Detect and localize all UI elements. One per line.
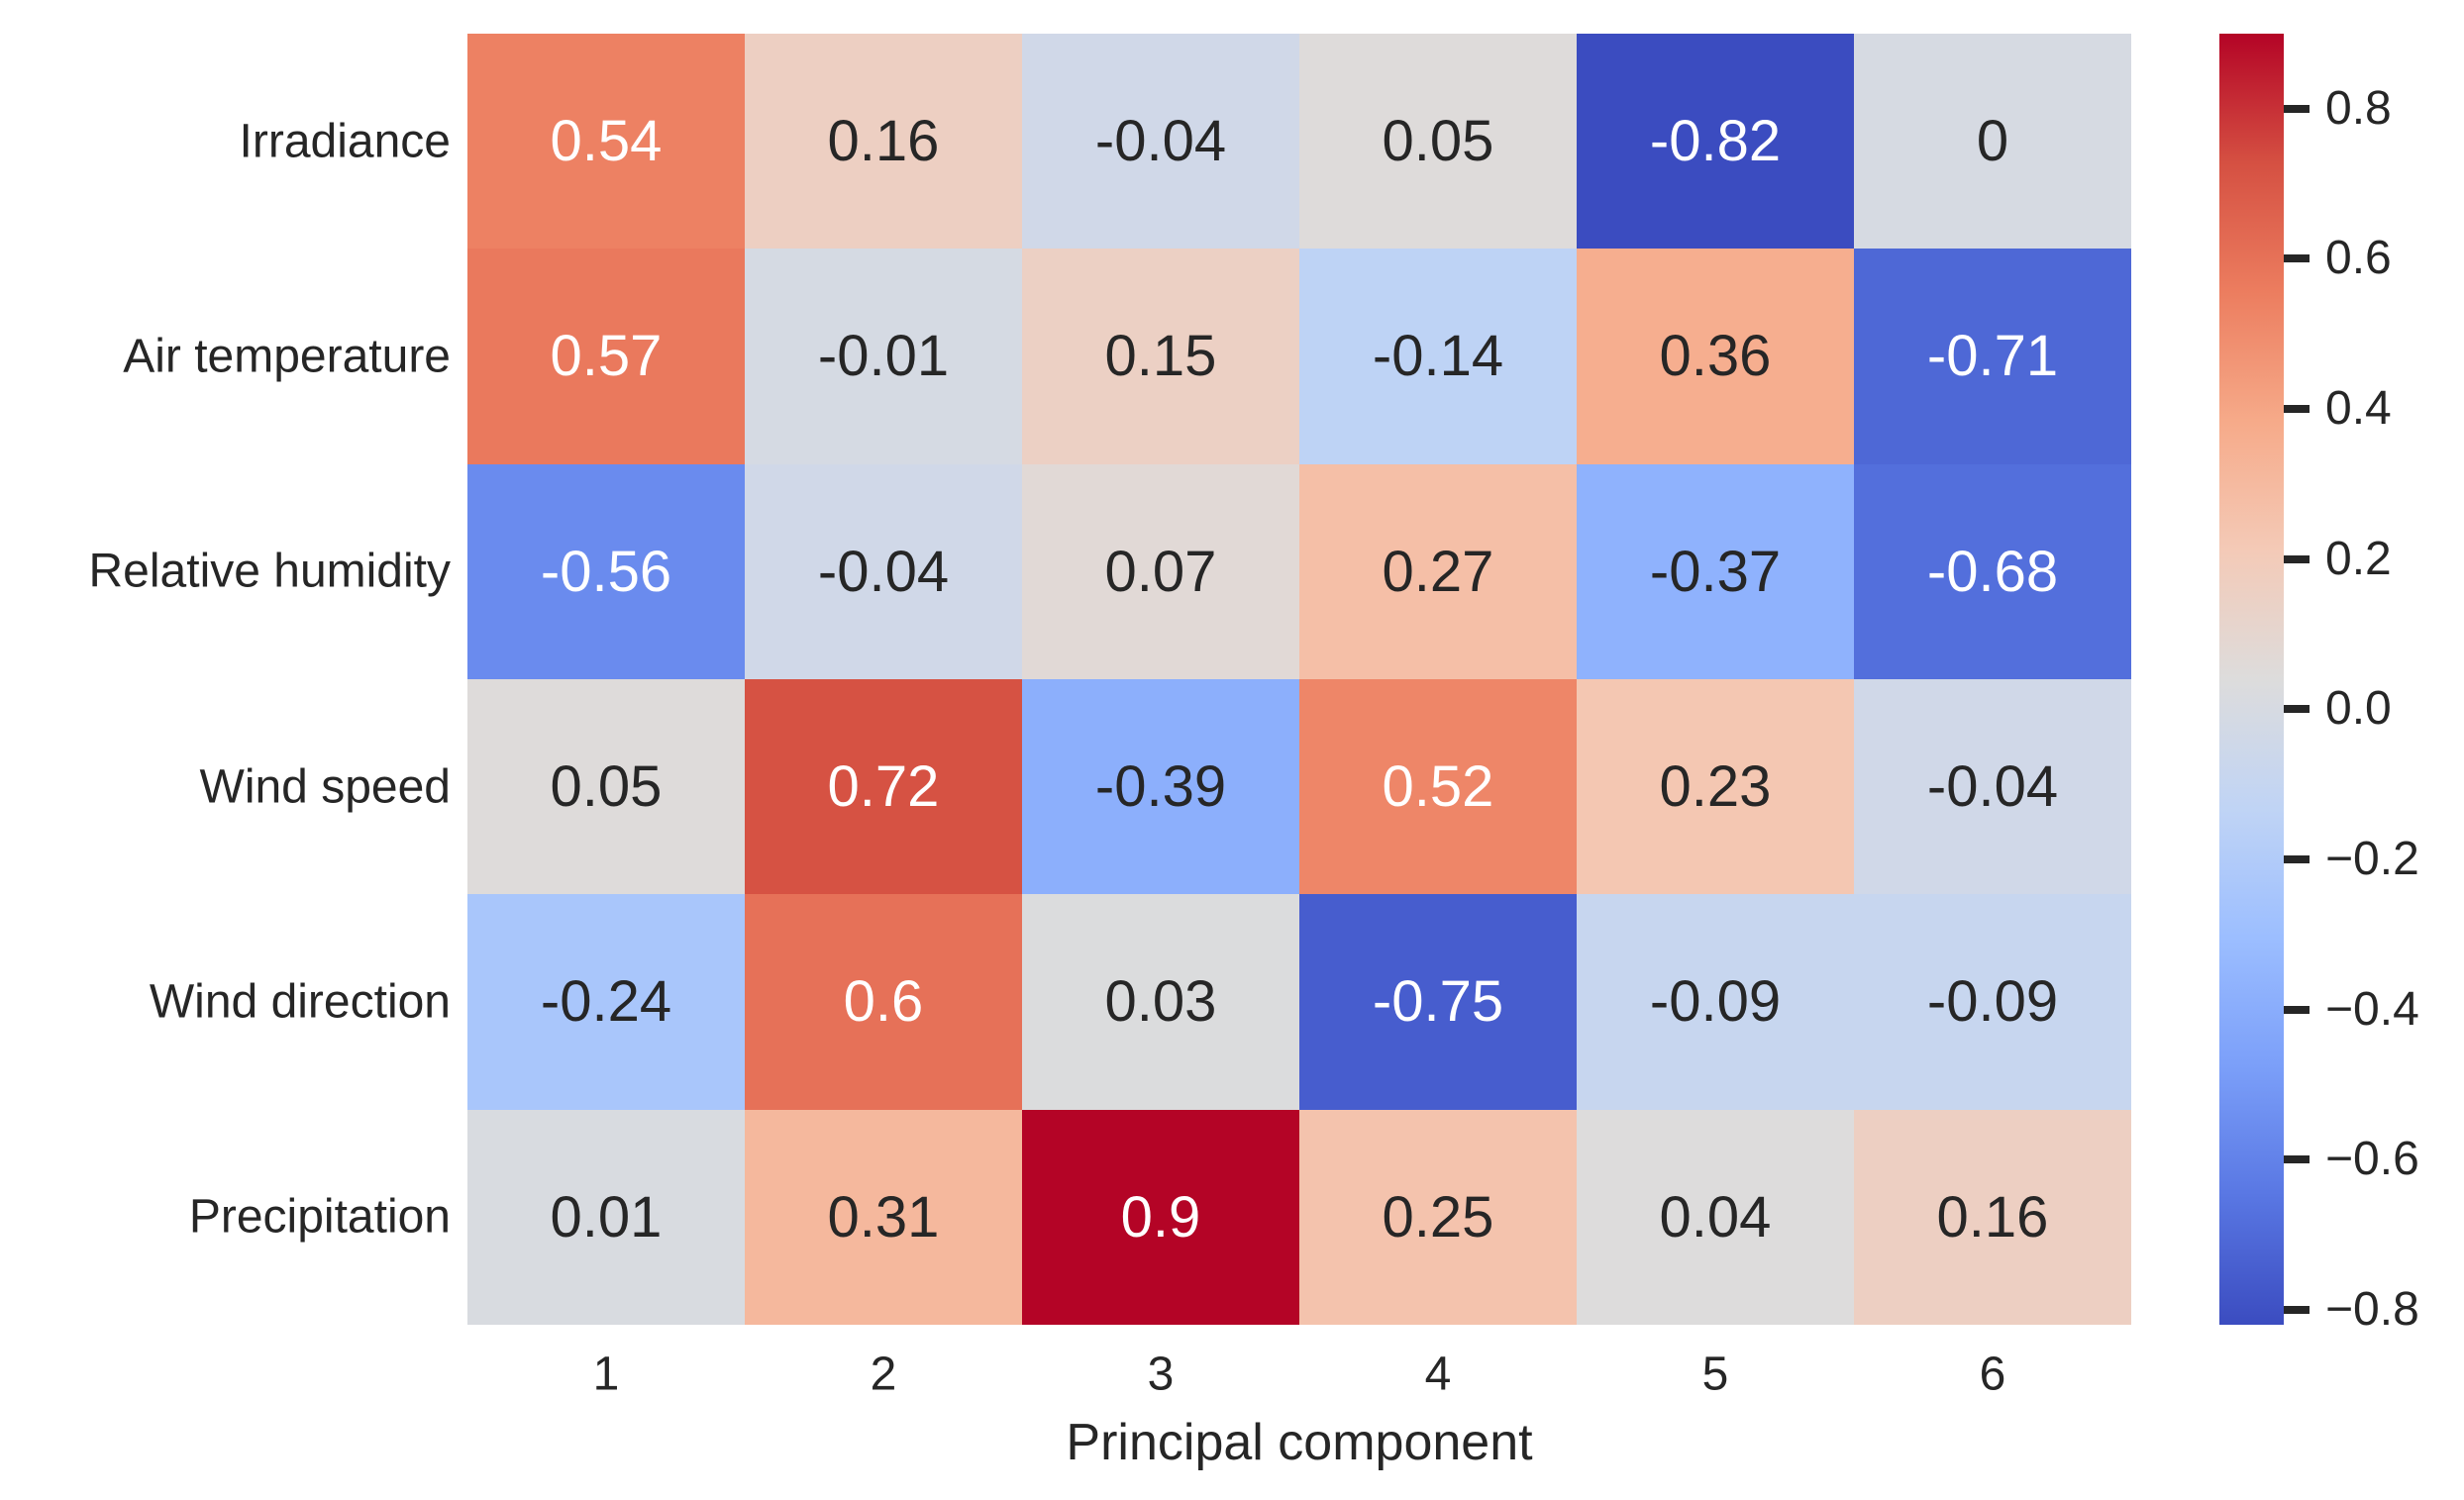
heatmap-cell: 0.16 xyxy=(745,34,1022,249)
colorbar-tick-mark xyxy=(2284,1305,2310,1314)
x-axis-label: Principal component xyxy=(1066,1414,1533,1472)
colorbar-tick-mark xyxy=(2284,1005,2310,1014)
x-tick-label: 1 xyxy=(592,1348,620,1401)
y-tick-label: Precipitation xyxy=(188,1190,451,1244)
heatmap-cell: -0.75 xyxy=(1299,894,1577,1110)
heatmap-cell: -0.24 xyxy=(467,894,745,1110)
colorbar-tick-label: −0.4 xyxy=(2325,982,2419,1036)
colorbar-tick-label: −0.8 xyxy=(2325,1282,2419,1336)
colorbar-tick-mark xyxy=(2284,405,2310,414)
y-tick-label: Air temperature xyxy=(123,330,451,383)
x-tick-label: 4 xyxy=(1424,1348,1452,1401)
colorbar-tick-label: −0.2 xyxy=(2325,832,2419,885)
heatmap-cell: -0.71 xyxy=(1854,249,2131,464)
heatmap-cell: -0.04 xyxy=(1022,34,1299,249)
heatmap-cell: 0.72 xyxy=(745,679,1022,894)
heatmap-cell: -0.37 xyxy=(1577,464,1854,679)
y-tick-label: Wind direction xyxy=(149,975,451,1029)
x-tick-label: 3 xyxy=(1147,1348,1175,1401)
heatmap-cell: -0.01 xyxy=(745,249,1022,464)
heatmap-cell: -0.04 xyxy=(745,464,1022,679)
heatmap-cell: 0.23 xyxy=(1577,679,1854,894)
heatmap-cell: 0.25 xyxy=(1299,1110,1577,1325)
heatmap-cell: -0.68 xyxy=(1854,464,2131,679)
heatmap-cell: -0.04 xyxy=(1854,679,2131,894)
heatmap-cell: 0.31 xyxy=(745,1110,1022,1325)
x-tick-label: 2 xyxy=(870,1348,897,1401)
colorbar-tick-mark xyxy=(2284,104,2310,113)
heatmap-cell: 0.52 xyxy=(1299,679,1577,894)
colorbar-tick-mark xyxy=(2284,554,2310,563)
heatmap-cell: 0.05 xyxy=(1299,34,1577,249)
heatmap-cell: -0.39 xyxy=(1022,679,1299,894)
heatmap-cell: 0.07 xyxy=(1022,464,1299,679)
heatmap-cell: 0.54 xyxy=(467,34,745,249)
heatmap-cell: 0.05 xyxy=(467,679,745,894)
colorbar-tick-label: 0.6 xyxy=(2325,232,2392,285)
heatmap-cell: 0.6 xyxy=(745,894,1022,1110)
colorbar-tick-label: −0.6 xyxy=(2325,1133,2419,1186)
colorbar-tick-label: 0.4 xyxy=(2325,382,2392,436)
heatmap-cell: 0.27 xyxy=(1299,464,1577,679)
y-tick-label: Irradiance xyxy=(239,115,451,168)
y-tick-label: Wind speed xyxy=(199,760,451,814)
heatmap-cell: -0.56 xyxy=(467,464,745,679)
colorbar-tick-mark xyxy=(2284,705,2310,714)
x-tick-label: 6 xyxy=(1979,1348,2006,1401)
heatmap-cell: 0.16 xyxy=(1854,1110,2131,1325)
heatmap-cell: 0.01 xyxy=(467,1110,745,1325)
heatmap-cell: 0.04 xyxy=(1577,1110,1854,1325)
heatmap-cell: 0.36 xyxy=(1577,249,1854,464)
x-tick-label: 5 xyxy=(1701,1348,1729,1401)
colorbar-tick-label: 0.0 xyxy=(2325,682,2392,736)
heatmap-cell: 0.9 xyxy=(1022,1110,1299,1325)
heatmap-cell: 0 xyxy=(1854,34,2131,249)
heatmap-cell: -0.14 xyxy=(1299,249,1577,464)
heatmap-cell: -0.09 xyxy=(1577,894,1854,1110)
heatmap-cell: -0.09 xyxy=(1854,894,2131,1110)
heatmap-cell: 0.03 xyxy=(1022,894,1299,1110)
colorbar xyxy=(2219,34,2284,1325)
colorbar-tick-mark xyxy=(2284,1155,2310,1164)
colorbar-tick-mark xyxy=(2284,254,2310,263)
heatmap-cell: 0.15 xyxy=(1022,249,1299,464)
heatmap-cell: 0.57 xyxy=(467,249,745,464)
colorbar-tick-mark xyxy=(2284,854,2310,863)
y-tick-label: Relative humidity xyxy=(88,545,451,598)
colorbar-tick-label: 0.8 xyxy=(2325,81,2392,135)
colorbar-tick-label: 0.2 xyxy=(2325,532,2392,585)
heatmap-cell: -0.82 xyxy=(1577,34,1854,249)
